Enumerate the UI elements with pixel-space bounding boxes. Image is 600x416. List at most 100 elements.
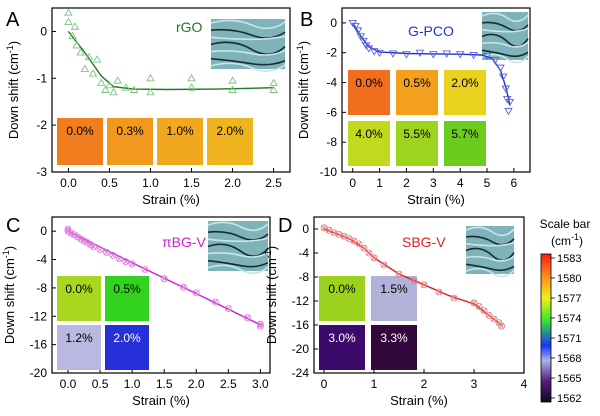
data-point-cross — [122, 258, 129, 265]
raman-map-strain-label: 0.0% — [66, 124, 94, 138]
x-axis-label: Strain (%) — [142, 192, 200, 207]
raman-map-inset: 3.0% — [319, 325, 365, 370]
data-point-ring — [350, 237, 358, 245]
series-name-label: πBG-V — [162, 234, 207, 250]
y-axis-label: Down shift (cm-1) — [295, 41, 311, 139]
data-point-ring — [370, 254, 378, 262]
x-tick-label: 0 — [349, 176, 356, 190]
data-point-ring — [90, 243, 98, 251]
data-point — [375, 49, 384, 58]
y-tick-label: -4 — [298, 246, 309, 260]
series-name-label: rGO — [176, 19, 203, 35]
x-tick-label: 1 — [371, 377, 378, 391]
raman-map-tile — [371, 276, 417, 321]
raman-map-tile — [396, 121, 438, 166]
data-point-cross — [326, 227, 332, 233]
data-point — [64, 8, 73, 16]
data-point — [103, 249, 110, 256]
plot-frame — [341, 7, 531, 173]
data-point — [67, 229, 75, 237]
data-point — [485, 311, 493, 319]
raman-map-tile — [207, 118, 253, 165]
colorbar-tick-label: 1580 — [557, 273, 581, 285]
y-tick-label: -8 — [298, 270, 309, 284]
data-point-cross — [81, 238, 87, 244]
data-point-cross — [366, 250, 372, 256]
raman-map-inset: 2.0% — [207, 118, 253, 165]
x-tick-label: 3.0 — [252, 377, 269, 391]
y-tick-label: -10 — [320, 165, 338, 179]
data-point — [402, 51, 411, 59]
raman-map-inset: 0.3% — [107, 118, 153, 165]
data-point — [141, 266, 149, 273]
x-tick-label: 1.0 — [142, 176, 159, 190]
data-point-cross — [476, 303, 482, 310]
data-point-cross — [371, 255, 377, 261]
y-tick-label: -8 — [326, 135, 337, 149]
plot-frame — [313, 216, 525, 374]
data-point-ring — [475, 302, 483, 310]
data-point-cross — [84, 239, 91, 246]
data-point — [88, 69, 98, 77]
data-point — [355, 240, 363, 248]
data-point — [128, 260, 136, 268]
data-point — [498, 322, 505, 330]
sample-photo — [207, 221, 269, 274]
data-point-ring — [180, 283, 187, 291]
data-point-cross — [257, 321, 264, 327]
data-point-ring — [480, 307, 488, 315]
data-point — [109, 87, 118, 96]
data-point — [365, 249, 373, 257]
raman-map-inset: 0.5% — [396, 70, 438, 115]
x-tick-label: 0.0 — [60, 176, 77, 190]
data-point-ring — [64, 225, 72, 233]
data-point — [121, 83, 131, 91]
photo-crease — [481, 27, 529, 33]
raman-map-inset: 4.0% — [348, 121, 390, 166]
data-point — [480, 307, 488, 315]
data-point-ring — [360, 244, 368, 252]
data-point — [101, 85, 110, 93]
photo-crease — [481, 21, 529, 32]
data-point-cross — [129, 261, 135, 267]
data-point-ring — [420, 281, 428, 289]
data-point — [490, 315, 498, 323]
photo-crease — [465, 267, 515, 278]
y-tick-label: -6 — [326, 105, 337, 119]
photo-bg — [466, 226, 514, 274]
raman-map-strain-label: 2.0% — [451, 76, 479, 90]
photo-crease — [210, 35, 286, 41]
photo-crease — [465, 247, 515, 262]
data-point-cross — [142, 266, 148, 273]
data-point — [504, 107, 513, 116]
data-point-cross — [193, 290, 200, 296]
raman-map-tile — [57, 118, 103, 165]
photo-crease — [207, 251, 269, 258]
data-point-cross — [161, 275, 167, 282]
y-tick-label: -3 — [36, 165, 47, 179]
series-name-label: G-PCO — [408, 23, 454, 39]
data-point — [380, 261, 388, 269]
data-point-ring — [355, 240, 363, 248]
photo-crease — [465, 241, 515, 247]
colorbar-unit: (cm-1) — [551, 232, 583, 248]
data-point — [160, 275, 168, 283]
data-point — [80, 64, 90, 72]
data-point-cross — [78, 236, 84, 242]
raman-map-inset: 0.0% — [57, 118, 103, 165]
data-point — [359, 37, 368, 46]
raman-map-tile — [444, 121, 486, 166]
colorbar-tick-label: 1562 — [557, 393, 581, 405]
data-point — [351, 22, 360, 31]
y-axis-label: Down shift (cm-1) — [5, 41, 21, 139]
raman-map-strain-label: 0.5% — [403, 76, 431, 90]
x-tick-label: 2.0 — [188, 377, 205, 391]
data-point-cross — [351, 238, 357, 244]
raman-map-tile — [396, 70, 438, 115]
data-point-ring — [485, 311, 493, 319]
y-tick-label: -16 — [30, 338, 48, 352]
x-tick-label: 4 — [521, 377, 528, 391]
raman-map-tile — [105, 276, 149, 321]
y-tick-label: -20 — [30, 366, 48, 380]
data-point — [410, 277, 418, 285]
